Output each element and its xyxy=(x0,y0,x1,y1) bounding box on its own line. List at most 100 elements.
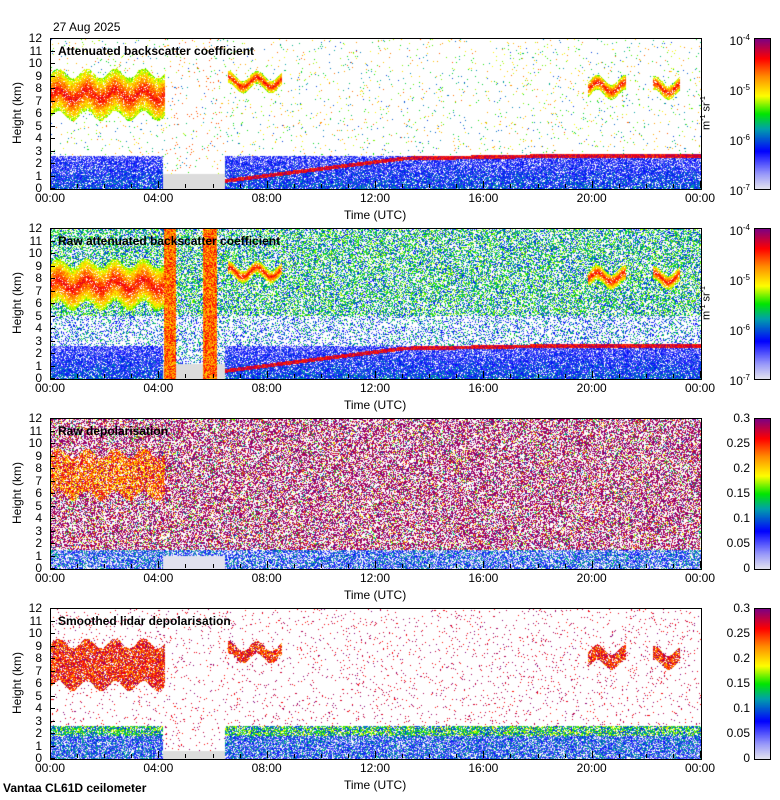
y-tick-label: 11 xyxy=(29,423,42,438)
y-tick-label: 0 xyxy=(35,181,42,195)
plot-area[interactable]: Smoothed lidar depolarisation xyxy=(50,608,702,760)
x-tick xyxy=(618,564,620,568)
x-tick xyxy=(50,561,51,568)
x-tick-label: 04:00 xyxy=(143,761,174,775)
plot-area[interactable]: Raw attenuated backscatter coefficient xyxy=(50,228,702,380)
x-tick-label: 20:00 xyxy=(576,191,607,205)
x-tick xyxy=(483,751,485,758)
x-tick xyxy=(239,564,241,568)
x-tick-label: 20:00 xyxy=(576,761,607,775)
x-tick xyxy=(591,181,593,188)
x-tick-label: 00:00 xyxy=(684,381,716,395)
tick-base: 0.25 xyxy=(726,626,750,640)
x-tick-label: 00:00 xyxy=(34,191,66,205)
tick-base: 0.1 xyxy=(733,511,750,525)
y-tick xyxy=(50,365,55,367)
x-tick xyxy=(104,374,106,378)
date-label: 27 Aug 2025 xyxy=(53,20,121,34)
y-tick-label: 9 xyxy=(35,448,42,463)
tick-base: 0.2 xyxy=(733,461,750,475)
y-tick-label: 4 xyxy=(35,321,42,335)
y-tick xyxy=(50,645,55,647)
x-tick xyxy=(645,184,647,188)
x-tick xyxy=(375,371,376,378)
y-tick xyxy=(50,633,55,634)
y-tick xyxy=(50,418,55,419)
colorbar-tick-label: 10-4 xyxy=(716,221,750,238)
x-tick xyxy=(158,181,160,188)
x-tick xyxy=(239,754,241,758)
plot-area[interactable]: Attenuated backscatter coefficient xyxy=(50,38,702,190)
y-tick-label: 8 xyxy=(35,651,42,665)
x-tick xyxy=(672,374,674,378)
x-tick xyxy=(131,754,133,758)
colorbar xyxy=(754,38,771,190)
y-tick-label: 10 xyxy=(28,56,42,70)
x-tick xyxy=(618,374,620,378)
y-tick xyxy=(50,543,55,544)
tick-base: 0.15 xyxy=(726,486,750,500)
y-tick-label: 6 xyxy=(35,486,42,500)
x-tick-label: 08:00 xyxy=(251,571,282,585)
y-tick-label: 4 xyxy=(35,131,42,145)
y-tick-label: 4 xyxy=(35,511,42,525)
x-tick xyxy=(131,374,133,378)
tick-exponent: -5 xyxy=(742,83,750,92)
y-tick xyxy=(50,695,55,697)
x-tick-label: 04:00 xyxy=(143,381,174,395)
y-tick xyxy=(50,50,55,52)
colorbar-tick-label: 0.15 xyxy=(716,486,750,500)
y-tick-label: 5 xyxy=(35,118,42,133)
plot-area[interactable]: Raw depolarisation xyxy=(50,418,702,570)
colorbar-tick-label: 10-6 xyxy=(716,131,750,148)
x-tick xyxy=(510,184,512,188)
x-tick xyxy=(320,564,322,568)
tick-base: 10 xyxy=(729,274,743,288)
tick-base: 0.2 xyxy=(733,651,750,665)
x-tick xyxy=(375,181,376,188)
x-tick xyxy=(320,754,322,758)
tick-base: 0 xyxy=(743,561,750,575)
x-tick-label: 16:00 xyxy=(468,571,499,585)
x-tick xyxy=(564,754,566,758)
x-tick xyxy=(700,561,701,568)
y-tick xyxy=(50,228,55,229)
y-tick xyxy=(50,555,55,557)
x-tick xyxy=(456,754,458,758)
y-tick xyxy=(50,265,55,267)
y-tick xyxy=(50,303,55,304)
x-axis-label: Time (UTC) xyxy=(344,588,407,602)
y-tick xyxy=(50,113,55,114)
x-tick xyxy=(293,564,295,568)
colorbar-tick-label: 0.05 xyxy=(716,726,750,740)
y-tick xyxy=(50,253,55,254)
y-tick xyxy=(50,188,55,189)
x-tick xyxy=(483,181,485,188)
unit-mid: sr xyxy=(700,292,713,305)
y-tick-label: 9 xyxy=(35,68,42,83)
x-tick xyxy=(158,371,160,378)
tick-exponent: -6 xyxy=(742,133,750,142)
x-tick-label: 16:00 xyxy=(468,191,499,205)
x-tick-label: 00:00 xyxy=(34,571,66,585)
tick-base: 10 xyxy=(729,34,743,48)
x-tick xyxy=(672,564,674,568)
heatmap xyxy=(51,419,701,569)
tick-exponent: -6 xyxy=(742,323,750,332)
tick-base: 10 xyxy=(729,374,743,388)
x-tick xyxy=(347,564,349,568)
y-axis-label: Height (km) xyxy=(10,82,24,145)
x-tick-label: 12:00 xyxy=(359,191,391,205)
y-tick-label: 2 xyxy=(35,156,42,170)
colorbar-tick-label: 0.3 xyxy=(716,601,750,615)
y-tick xyxy=(50,150,55,152)
y-tick-label: 1 xyxy=(35,358,42,373)
x-tick xyxy=(375,751,376,758)
x-tick xyxy=(456,564,458,568)
x-tick xyxy=(239,374,241,378)
y-tick xyxy=(50,100,55,102)
y-tick-label: 1 xyxy=(35,548,42,563)
y-tick-label: 11 xyxy=(29,43,42,58)
y-tick-label: 2 xyxy=(35,346,42,360)
y-tick-label: 7 xyxy=(35,663,42,678)
